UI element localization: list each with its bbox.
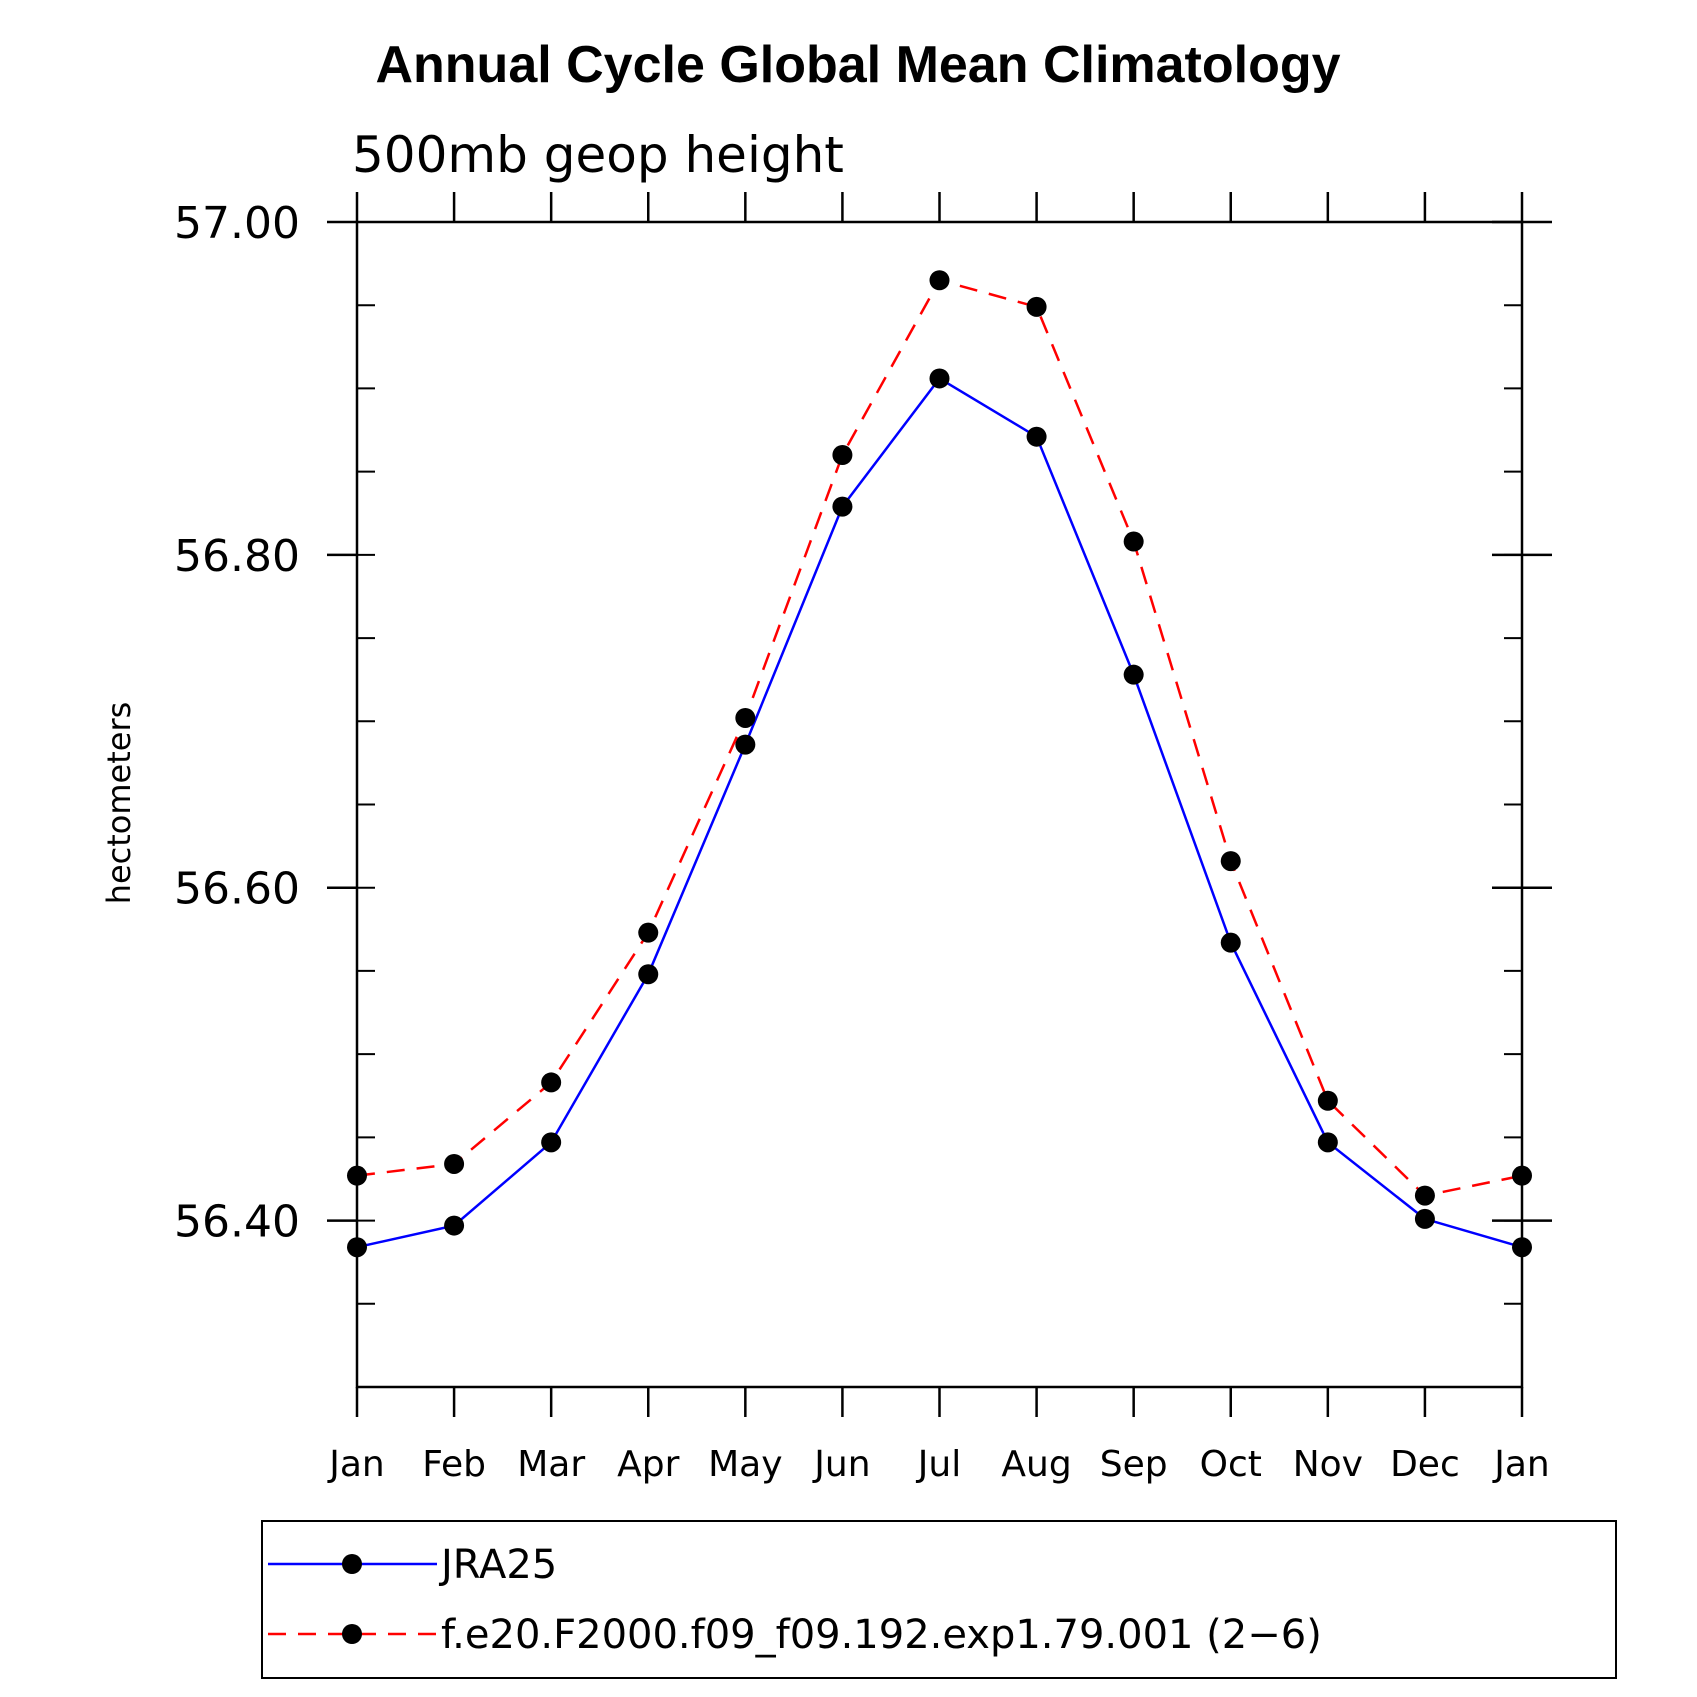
- series-1: [347, 270, 1532, 1206]
- data-point: [1414, 1185, 1435, 1206]
- y-axis-label: hectometers: [100, 702, 138, 905]
- data-point: [1317, 1090, 1338, 1111]
- y-tick-label: 56.80: [174, 531, 300, 582]
- x-tick-label: Mar: [517, 1444, 585, 1485]
- x-tick-label: Apr: [617, 1444, 679, 1485]
- data-point: [638, 922, 659, 943]
- data-point: [1512, 1165, 1532, 1186]
- legend-marker-jra25: [342, 1554, 362, 1574]
- legend-label-model: f.e20.F2000.f09_f09.192.exp1.79.001 (2−6…: [441, 1612, 1322, 1658]
- series-layer: [347, 270, 1532, 1258]
- data-point: [735, 734, 756, 755]
- x-tick-label: Nov: [1293, 1444, 1363, 1485]
- data-point: [1317, 1132, 1338, 1153]
- x-tick-label: May: [708, 1444, 782, 1485]
- data-point: [541, 1072, 562, 1093]
- x-tick-label: Sep: [1100, 1444, 1168, 1485]
- data-point: [735, 707, 756, 728]
- y-tick-label: 56.60: [174, 864, 300, 915]
- data-point: [1512, 1237, 1532, 1258]
- series-line: [356, 278, 1523, 1197]
- data-point: [1026, 296, 1047, 317]
- data-point: [1220, 851, 1241, 872]
- legend-marker-model: [342, 1624, 362, 1644]
- data-point: [347, 1165, 367, 1186]
- chart-subtitle: 500mb geop height: [352, 126, 844, 184]
- x-tick-label: Dec: [1390, 1444, 1460, 1485]
- chart-title: Annual Cycle Global Mean Climatology: [375, 36, 1340, 94]
- data-point: [1026, 426, 1047, 447]
- data-point: [929, 270, 950, 291]
- data-point: [541, 1132, 562, 1153]
- x-tick-label: Jul: [916, 1444, 961, 1485]
- data-point: [832, 496, 853, 517]
- data-point: [347, 1237, 367, 1258]
- data-point: [832, 445, 853, 465]
- data-point: [638, 964, 659, 985]
- data-point: [1220, 932, 1241, 953]
- legend-label-jra25: JRA25: [438, 1542, 557, 1588]
- x-tick-label: Feb: [422, 1444, 486, 1485]
- x-tick-label: Jan: [327, 1444, 385, 1485]
- x-tick-label: Jan: [1492, 1444, 1550, 1485]
- data-point: [444, 1215, 465, 1236]
- plot-frame: [355, 220, 1524, 1389]
- x-tick-label: Oct: [1200, 1444, 1262, 1485]
- series-line: [356, 376, 1523, 1249]
- data-point: [1414, 1208, 1435, 1229]
- data-point: [444, 1153, 465, 1174]
- axes: Jan Feb Mar Apr May Jun Jul Aug Sep Oct Nov Dec Jan 5…: [174, 192, 1552, 1485]
- series-0: [347, 368, 1532, 1258]
- data-point: [1123, 664, 1144, 685]
- x-tick-label: Aug: [1001, 1444, 1071, 1485]
- y-tick-label: 56.40: [174, 1197, 300, 1248]
- y-tick-label: 57.00: [174, 198, 300, 249]
- x-tick-label: Jun: [812, 1444, 870, 1485]
- data-point: [1123, 531, 1144, 552]
- data-point: [929, 368, 950, 389]
- legend: JRA25 f.e20.F2000.f09_f09.192.exp1.79.00…: [261, 1520, 1617, 1679]
- legend-box: [261, 1520, 1617, 1679]
